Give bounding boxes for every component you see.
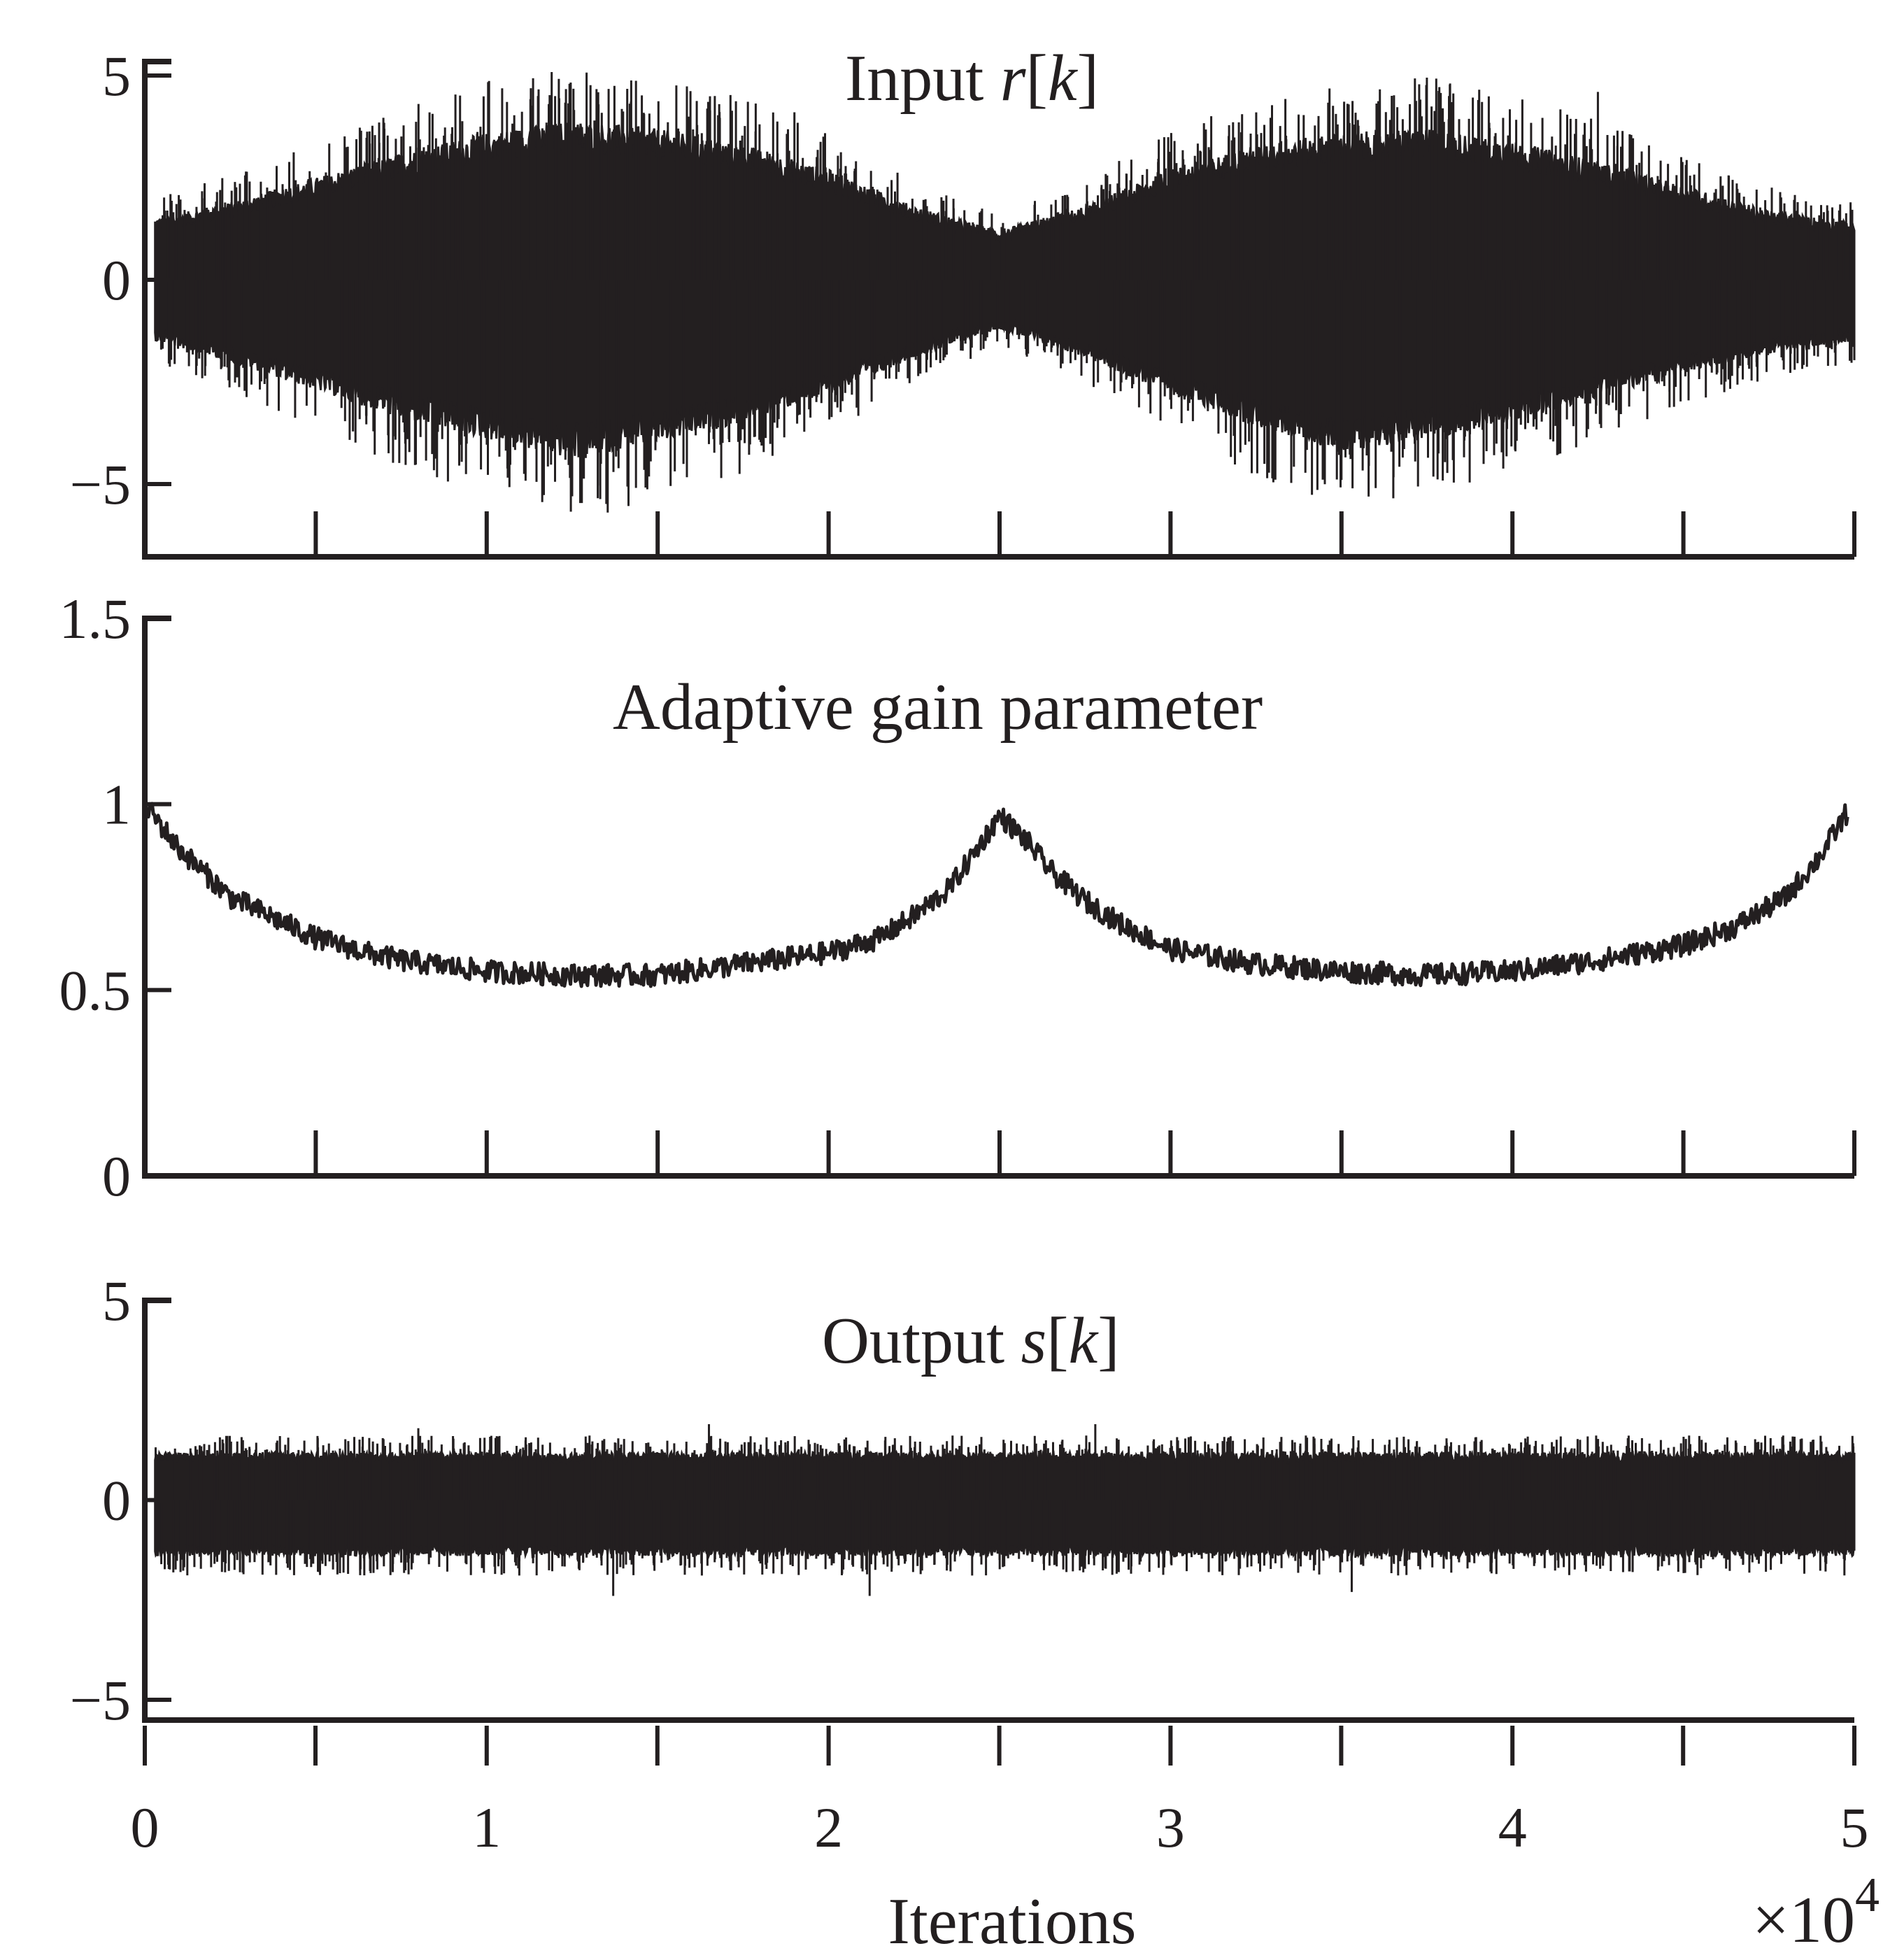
x-axis-multiplier: ×104	[1752, 1868, 1880, 1953]
y-tick-label: 1	[102, 773, 131, 837]
signal-spikes	[159, 72, 1856, 513]
y-tick-label: 0	[102, 248, 131, 312]
output-y-ticks: 5 0 −5	[70, 1269, 171, 1732]
x-tick-label: 2	[814, 1796, 843, 1859]
gain-title: Adaptive gain parameter	[613, 671, 1263, 744]
gain-line	[143, 793, 1849, 988]
x-tick-label: 5	[1840, 1796, 1869, 1859]
input-panel: 5 0 −5 Input r[k]	[70, 42, 1856, 560]
x-tick-label: 4	[1498, 1796, 1527, 1859]
y-tick-label: 0.5	[59, 958, 132, 1022]
y-tick-label: 1.5	[59, 587, 132, 651]
gain-signal	[143, 793, 1849, 988]
x-tick-label: 1	[472, 1796, 501, 1859]
y-tick-label: 0	[102, 1469, 131, 1533]
gain-x-ticks	[143, 1130, 1856, 1176]
input-y-ticks: 5 0 −5	[70, 44, 171, 516]
y-tick-label: −5	[70, 453, 131, 516]
signal-spikes	[155, 1435, 1855, 1576]
y-tick-label: 0	[102, 1144, 131, 1208]
gain-y-ticks: 1.5 1 0.5 0	[59, 587, 171, 1208]
x-tick-label: 0	[131, 1796, 159, 1859]
output-panel: 5 0 −5 0 1 2 3 4 5 Output s[k]	[70, 1269, 1869, 1859]
y-tick-label: 5	[102, 44, 131, 108]
gain-panel: 1.5 1 0.5 0 Adaptive gain parameter	[59, 587, 1856, 1208]
x-axis-label: Iterations	[888, 1885, 1137, 1953]
output-signal	[154, 1424, 1856, 1596]
output-x-ticks: 0 1 2 3 4 5	[131, 1726, 1869, 1859]
output-title: Output s[k]	[822, 1305, 1120, 1377]
x-tick-label: 3	[1156, 1796, 1185, 1859]
input-signal	[154, 72, 1856, 513]
input-x-ticks	[143, 511, 1856, 557]
input-title: Input r[k]	[845, 42, 1099, 115]
y-tick-label: 5	[102, 1269, 131, 1333]
y-tick-label: −5	[70, 1668, 131, 1732]
